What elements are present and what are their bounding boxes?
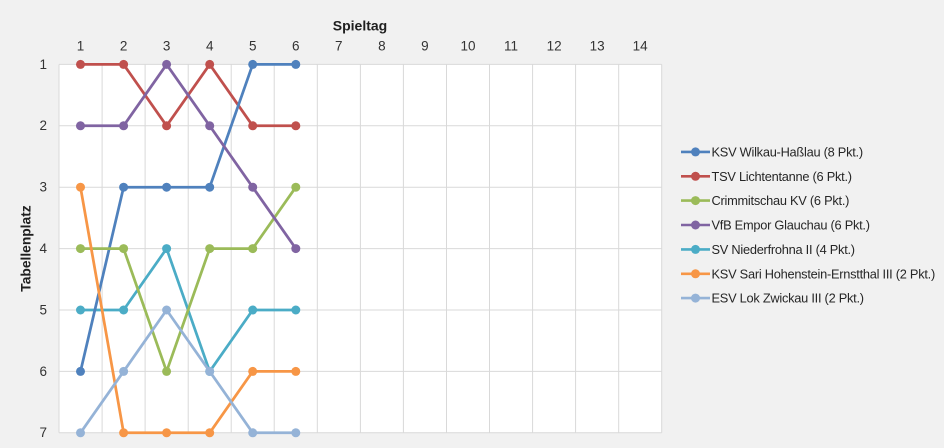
svg-text:10: 10 — [460, 38, 475, 53]
svg-text:11: 11 — [504, 38, 518, 53]
svg-text:12: 12 — [547, 38, 562, 53]
svg-text:14: 14 — [633, 38, 649, 53]
svg-text:2: 2 — [39, 118, 47, 133]
svg-text:5: 5 — [39, 302, 47, 317]
svg-text:3: 3 — [39, 180, 47, 195]
svg-text:Spieltag: Spieltag — [333, 18, 387, 34]
svg-text:4: 4 — [39, 241, 47, 256]
svg-text:6: 6 — [292, 38, 300, 53]
svg-text:KSV Sari Hohenstein-Ernstthal: KSV Sari Hohenstein-Ernstthal III (2 Pkt… — [712, 266, 936, 281]
svg-text:2: 2 — [120, 38, 128, 53]
svg-text:4: 4 — [206, 38, 214, 53]
svg-text:6: 6 — [39, 364, 47, 379]
svg-text:ESV Lok Zwickau III (2 Pkt.): ESV Lok Zwickau III (2 Pkt.) — [712, 291, 864, 306]
svg-text:7: 7 — [335, 38, 343, 53]
svg-text:3: 3 — [163, 38, 171, 53]
svg-text:8: 8 — [378, 38, 386, 53]
svg-text:KSV Wilkau-Haßlau (8 Pkt.): KSV Wilkau-Haßlau (8 Pkt.) — [712, 145, 863, 160]
svg-text:SV Niederfrohna II (4 Pkt.): SV Niederfrohna II (4 Pkt.) — [712, 242, 855, 257]
svg-text:5: 5 — [249, 38, 257, 53]
svg-text:Crimmitschau KV (6 Pkt.): Crimmitschau KV (6 Pkt.) — [712, 193, 850, 208]
svg-text:9: 9 — [421, 38, 429, 53]
svg-text:7: 7 — [39, 425, 47, 440]
svg-text:13: 13 — [590, 38, 605, 53]
svg-text:VfB Empor Glauchau (6 Pkt.): VfB Empor Glauchau (6 Pkt.) — [712, 218, 870, 233]
svg-text:1: 1 — [39, 57, 47, 72]
svg-text:TSV Lichtentanne (6 Pkt.): TSV Lichtentanne (6 Pkt.) — [712, 169, 852, 184]
svg-text:1: 1 — [77, 38, 85, 53]
svg-text:Tabellenplatz: Tabellenplatz — [19, 205, 34, 291]
